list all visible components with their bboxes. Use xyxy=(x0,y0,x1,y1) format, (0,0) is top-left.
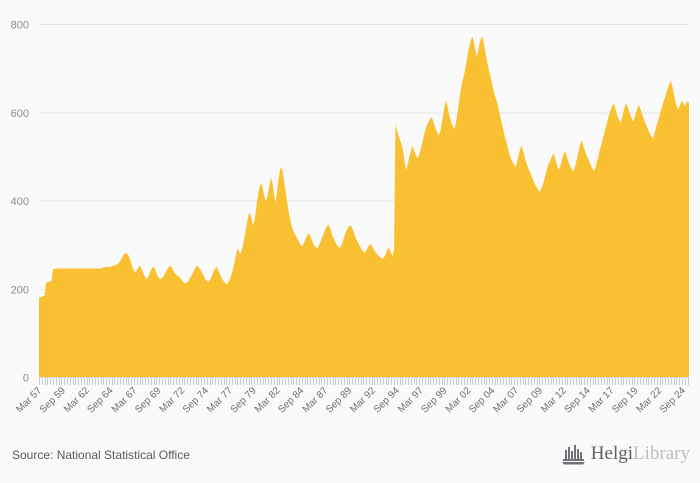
brand-name-secondary: Library xyxy=(633,443,690,464)
x-axis-tick-label: Sep 99 xyxy=(419,385,449,415)
x-axis-tick-label: Sep 09 xyxy=(515,385,545,415)
library-bar-chart-icon xyxy=(561,445,585,465)
x-axis-tick-label: Sep 04 xyxy=(467,385,497,415)
brand-wordmark: HelgiLibrary xyxy=(591,443,690,465)
brand-name-primary: Helgi xyxy=(590,443,634,464)
x-axis-tick-label: Sep 89 xyxy=(324,385,354,415)
chart-footer: Source: National Statistical Office Helg… xyxy=(0,431,700,483)
y-axis-tick-label: 400 xyxy=(11,196,29,208)
y-axis-tick-label: 0 xyxy=(23,373,29,385)
helgi-library-logo[interactable]: HelgiLibrary xyxy=(561,443,690,465)
x-axis-tick-label: Sep 74 xyxy=(181,385,211,415)
x-axis-tick-label: Sep 14 xyxy=(563,385,593,415)
x-axis-tick-label: Sep 19 xyxy=(610,385,640,415)
x-axis-tick-label: Sep 94 xyxy=(372,385,402,415)
series-area-series-1[interactable] xyxy=(39,36,689,378)
x-axis-tick-label: Sep 24 xyxy=(658,385,688,415)
x-axis-tick-label: Sep 64 xyxy=(85,385,115,415)
x-axis-tick-label: Sep 69 xyxy=(133,385,163,415)
x-axis-tick-label: Sep 59 xyxy=(38,385,68,415)
y-axis-tick-label: 600 xyxy=(11,108,29,120)
x-axis-tick-label: Sep 84 xyxy=(276,385,306,415)
y-axis-tick-label: 200 xyxy=(11,284,29,296)
y-axis-tick-label: 800 xyxy=(11,20,29,32)
source-label: Source: National Statistical Office xyxy=(12,448,190,462)
x-axis-tick-label: Sep 79 xyxy=(229,385,259,415)
